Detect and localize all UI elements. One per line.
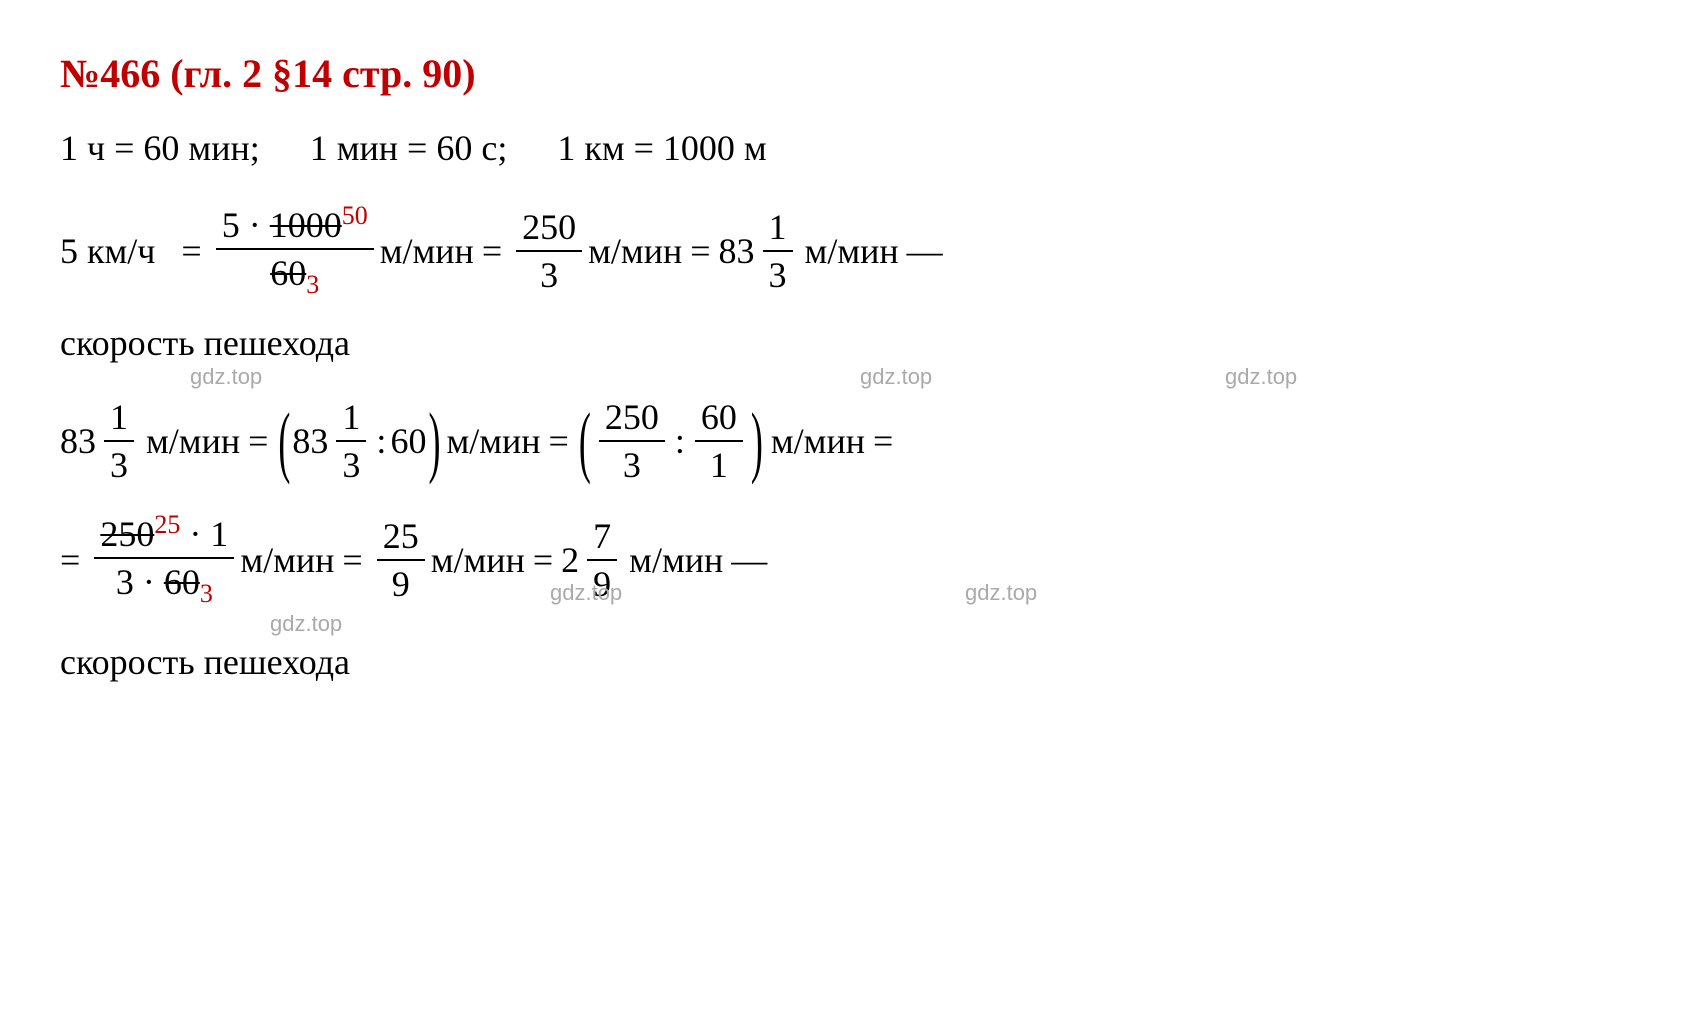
unit: м/мин: [146, 420, 240, 462]
frac-60-1: 60 1: [695, 394, 743, 488]
eq: =: [482, 230, 502, 272]
lead-5kmh: 5 км/ч: [60, 230, 155, 272]
heading-ref: (гл. 2 §14 стр. 90): [170, 51, 475, 96]
frac-25-9: 25 9: [377, 513, 425, 607]
unit: м/мин: [629, 539, 723, 581]
eq: =: [248, 420, 268, 462]
eq-lead: =: [60, 539, 80, 581]
denominator: 603: [264, 250, 325, 302]
eq: =: [549, 420, 569, 462]
denominator: 3 · 603: [110, 559, 219, 611]
frac-5x1000-over-60: 5 · 100050 603: [216, 199, 374, 302]
eq: =: [690, 230, 710, 272]
watermark: gdz.top: [190, 364, 262, 390]
eq: =: [342, 539, 362, 581]
numerator: 5 · 100050: [216, 199, 374, 248]
unit-min: 1 мин = 60 с;: [310, 127, 508, 169]
dash: —: [907, 230, 943, 272]
sixty: 60: [390, 420, 426, 462]
frac-250-3: 250 3: [599, 394, 665, 488]
heading-number: №466: [60, 51, 160, 96]
paren-open: (: [278, 395, 290, 487]
dash: —: [731, 539, 767, 581]
unit: м/мин: [588, 230, 682, 272]
unit-km: 1 км = 1000 м: [557, 127, 766, 169]
line-ped-speed-1: скорость пешехода: [60, 322, 1643, 364]
line-ped-speed-2: gdz.top скорость пешехода: [60, 641, 1643, 683]
unit: м/мин: [380, 230, 474, 272]
watermark: gdz.top: [1225, 364, 1297, 390]
problem-heading: №466 (гл. 2 §14 стр. 90): [60, 50, 1643, 97]
eq: =: [873, 420, 893, 462]
unit: м/мин: [771, 420, 865, 462]
unit: м/мин: [431, 539, 525, 581]
watermark: gdz.top: [860, 364, 932, 390]
frac-250-over-3: 250 3: [516, 204, 582, 298]
eq: =: [533, 539, 553, 581]
watermark: gdz.top: [965, 580, 1037, 606]
colon: :: [675, 420, 685, 462]
line-kmh: 5 км/ч = 5 · 100050 603 м/мин = 250 3 м/…: [60, 199, 1643, 302]
unit: м/мин: [805, 230, 899, 272]
line-250x1: = 25025 · 1 3 · 603 м/мин = 25 9 м/мин =…: [60, 508, 1643, 611]
paren-close: ): [428, 395, 440, 487]
paren-mixed: 83 1 3: [292, 394, 372, 488]
mixed-83-1-3: 83 1 3: [60, 394, 140, 488]
eq: =: [181, 230, 201, 272]
line-units: 1 ч = 60 мин; 1 мин = 60 с; 1 км = 1000 …: [60, 127, 1643, 169]
mixed-2-7-9: 2 7 9: [561, 513, 623, 607]
watermark: gdz.top: [270, 611, 342, 637]
line-83-13: gdz.top gdz.top gdz.top 83 1 3 м/мин = (…: [60, 394, 1643, 488]
unit-hour: 1 ч = 60 мин;: [60, 127, 260, 169]
numerator: 25025 · 1: [94, 508, 234, 557]
frac-250x1-over-3x60: 25025 · 1 3 · 603: [94, 508, 234, 611]
unit: м/мин: [240, 539, 334, 581]
colon: :: [376, 420, 386, 462]
unit: м/мин: [446, 420, 540, 462]
paren-open: (: [579, 395, 591, 487]
mixed-83-1-3: 83 1 3: [719, 204, 799, 298]
paren-close: ): [751, 395, 763, 487]
